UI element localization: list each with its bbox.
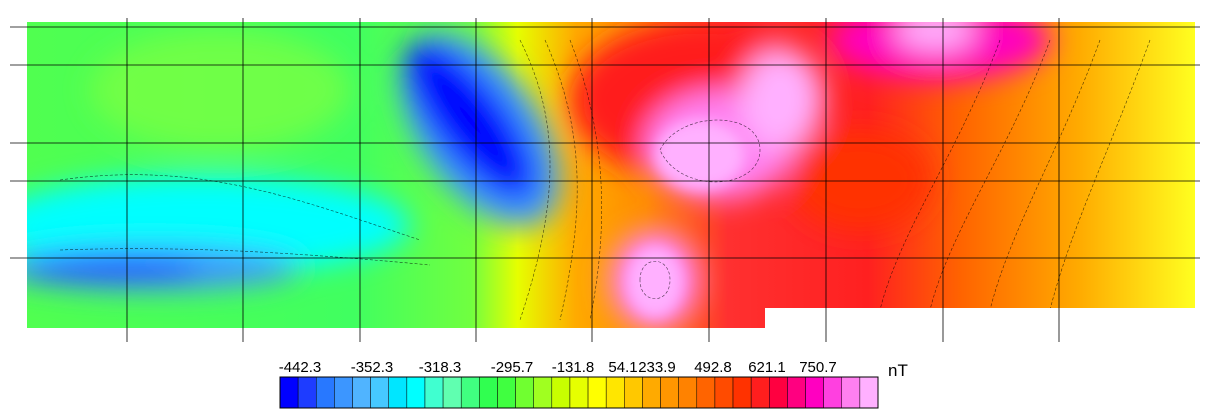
legend-swatch	[823, 376, 843, 409]
legend-swatch	[678, 376, 698, 409]
legend-frame	[279, 376, 879, 409]
legend-label: -131.8	[552, 359, 595, 376]
legend-swatch	[551, 376, 571, 409]
legend-label: -318.3	[419, 359, 462, 376]
legend-swatch	[841, 376, 861, 409]
anomaly-map	[27, 22, 1195, 328]
legend-swatch	[569, 376, 589, 409]
legend-swatch	[696, 376, 716, 409]
color-legend: -442.3 -352.3 -318.3 -295.7 -131.8 54.1 233.9 4…	[279, 359, 879, 409]
legend-swatch	[769, 376, 788, 409]
legend-swatch	[297, 376, 317, 409]
legend-swatch	[460, 376, 480, 409]
legend-swatch	[605, 376, 625, 409]
legend-label: 492.8	[694, 359, 732, 376]
legend-swatch	[787, 376, 806, 409]
legend-swatch	[497, 376, 516, 409]
legend-swatch	[642, 376, 661, 409]
legend-swatch	[859, 376, 879, 409]
legend-swatch	[352, 376, 371, 409]
legend-swatch	[732, 376, 752, 409]
legend-label: -352.3	[351, 359, 394, 376]
legend-swatch	[388, 376, 408, 409]
legend-label: 621.1	[748, 359, 786, 376]
legend-swatch	[315, 376, 335, 409]
legend-swatch	[479, 376, 498, 409]
legend-swatch	[370, 376, 389, 409]
legend-label: 233.9	[638, 359, 676, 376]
legend-swatch	[515, 376, 534, 409]
legend-swatch	[334, 376, 353, 409]
legend-label: 54.1	[608, 359, 637, 376]
legend-label: -442.3	[279, 359, 322, 376]
legend-swatch	[660, 376, 679, 409]
legend-unit: nT	[888, 361, 908, 380]
legend-label: 750.7	[799, 359, 837, 376]
legend-swatch	[442, 376, 462, 409]
legend-swatch	[587, 376, 607, 409]
legend-swatch	[406, 376, 426, 409]
legend-label: -295.7	[491, 359, 534, 376]
map-grid	[10, 18, 1200, 342]
legend-swatch	[424, 376, 444, 409]
legend-swatch	[750, 376, 770, 409]
legend-swatch	[714, 376, 734, 409]
legend-swatch	[624, 376, 643, 409]
legend-swatch	[279, 376, 299, 409]
legend-swatch	[533, 376, 553, 409]
legend-swatch	[805, 376, 824, 409]
